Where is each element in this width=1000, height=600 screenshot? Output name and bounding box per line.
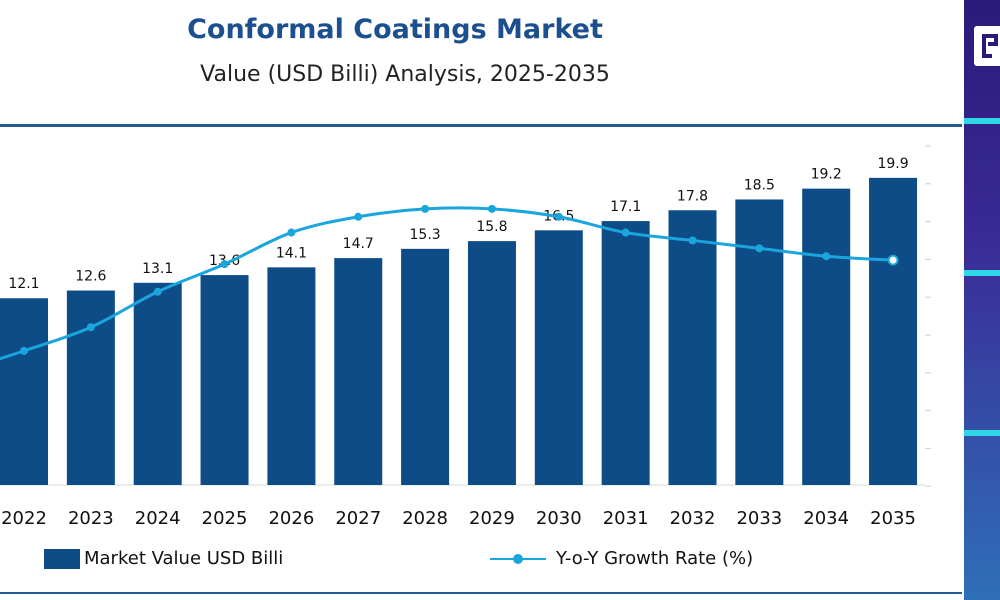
growth-point-2029 [487,204,496,213]
panel-stripe [964,118,1000,124]
growth-point-2032 [688,236,697,245]
growth-point-2028 [421,204,430,213]
chart-plot: 12.112.613.113.614.114.715.315.816.517.1… [0,145,931,529]
bar-2023 [66,290,115,485]
x-tick-label: 2032 [670,508,716,529]
bar-value-label: 13.1 [142,261,173,277]
x-tick-label: 2028 [402,508,448,529]
bottom-divider [0,592,962,594]
brand-logo-icon [974,26,1000,66]
bar-2029 [467,241,516,485]
chart-title: Conformal Coatings Market [187,14,603,45]
chart-subtitle: Value (USD Billi) Analysis, 2025-2035 [200,62,610,87]
bar-value-label: 14.1 [276,245,307,261]
bar-2035 [869,177,918,485]
growth-point-2023 [86,323,95,332]
legend-line-marker [513,554,523,564]
x-tick-label: 2024 [135,508,181,529]
bar-value-label: 17.1 [610,199,641,215]
growth-point-2022 [20,346,28,355]
legend-line-label: Y-o-Y Growth Rate (%) [556,548,754,569]
growth-point-2033 [755,244,764,253]
growth-point-2026 [287,228,296,237]
growth-point-2030 [554,212,563,221]
brand-side-panel [964,0,1000,600]
top-divider [0,124,962,127]
bar-value-label: 12.1 [8,276,39,292]
panel-stripe [964,270,1000,276]
x-tick-label: 2033 [736,508,782,529]
x-tick-label: 2025 [202,508,248,529]
x-tick-label: 2027 [335,508,381,529]
bar-value-label: 19.9 [877,156,908,172]
bar-2024 [133,282,182,485]
bar-value-label: 18.5 [744,177,775,193]
x-tick-label: 2022 [1,508,47,529]
bar-value-label: 14.7 [343,236,374,252]
bar-2032 [668,210,717,485]
bar-2033 [735,199,784,485]
bar-value-label: 19.2 [811,167,842,183]
x-tick-label: 2035 [870,508,916,529]
bar-2022 [0,298,48,485]
growth-point-2027 [354,212,363,221]
x-tick-label: 2034 [803,508,849,529]
bar-value-label: 15.8 [476,219,507,235]
growth-point-2025 [220,260,229,269]
bar-2031 [601,221,650,485]
bar-2030 [534,230,583,485]
legend-bar-swatch [44,549,80,569]
x-tick-label: 2031 [603,508,649,529]
growth-point-2035 [887,254,899,266]
bar-2027 [334,258,383,485]
x-tick-label: 2023 [68,508,114,529]
growth-point-2034 [822,252,831,261]
bar-value-label: 15.3 [410,227,441,243]
x-tick-label: 2029 [469,508,515,529]
growth-point-2031 [621,228,630,237]
panel-stripe [964,430,1000,436]
bar-value-label: 12.6 [75,269,106,285]
bar-2026 [267,267,316,485]
bar-2025 [200,275,249,485]
x-tick-label: 2030 [536,508,582,529]
legend-bar-label: Market Value USD Billi [84,548,284,569]
bar-2034 [802,188,851,486]
x-tick-label: 2026 [268,508,314,529]
growth-point-2024 [153,287,162,296]
bar-value-label: 17.8 [677,188,708,204]
bar-2028 [401,248,450,485]
